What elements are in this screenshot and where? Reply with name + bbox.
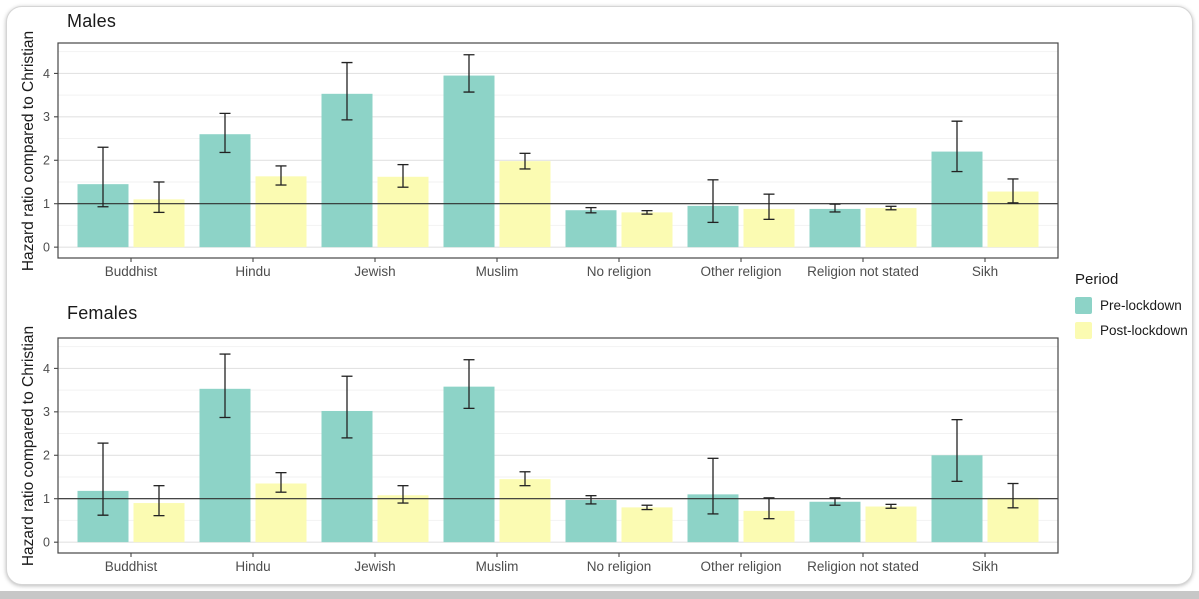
x-tick-label: Religion not stated <box>807 559 919 574</box>
x-tick-label: Sikh <box>972 264 998 279</box>
x-tick-label: Sikh <box>972 559 998 574</box>
panel-border <box>57 337 1059 554</box>
legend-label: Pre-lockdown <box>1100 298 1182 313</box>
facet-title-males: Males <box>67 11 117 31</box>
bar-post-lockdown <box>621 212 673 248</box>
bar-post-lockdown <box>865 506 917 543</box>
legend-item-post-lockdown: Post-lockdown <box>1075 322 1192 339</box>
bar-pre-lockdown <box>565 210 617 248</box>
x-tick-label: Hindu <box>235 559 270 574</box>
x-tick-label: Buddhist <box>105 559 158 574</box>
bar-pre-lockdown <box>809 501 861 543</box>
x-tick-label: Religion not stated <box>807 264 919 279</box>
post-lockdown-swatch <box>1075 322 1092 339</box>
legend: Period Pre-lockdown Post-lockdown <box>1075 271 1192 347</box>
x-tick-label: Muslim <box>476 264 519 279</box>
x-tick-label: No religion <box>587 559 652 574</box>
bar-post-lockdown <box>255 176 307 248</box>
y-tick-label: 4 <box>43 362 50 376</box>
y-tick-label: 0 <box>43 536 50 550</box>
x-tick-label: Jewish <box>354 559 395 574</box>
legend-item-pre-lockdown: Pre-lockdown <box>1075 297 1192 314</box>
y-tick-label: 3 <box>43 405 50 419</box>
y-tick-label: 0 <box>43 241 50 255</box>
chart-card: 0 1 2 3 4 Buddhist Hindu Jewish Muslim No religio… <box>6 6 1193 585</box>
x-tick-label: Muslim <box>476 559 519 574</box>
bar-pre-lockdown <box>443 386 495 543</box>
y-tick-label: 2 <box>43 449 50 463</box>
y-tick-label: 4 <box>43 67 50 81</box>
bar-pre-lockdown <box>809 208 861 248</box>
bar-pre-lockdown <box>565 500 617 543</box>
bar-pre-lockdown <box>443 75 495 248</box>
x-tick-label: Buddhist <box>105 264 158 279</box>
panel-border <box>57 42 1059 259</box>
x-tick-label: Other religion <box>700 264 781 279</box>
facet-title-females: Females <box>67 303 138 323</box>
page-bottom-strip <box>0 591 1199 599</box>
bar-post-lockdown <box>621 507 673 543</box>
pre-lockdown-swatch <box>1075 297 1092 314</box>
bar-post-lockdown <box>255 483 307 543</box>
y-axis-label-males: Hazard ratio compared to Christian <box>20 30 37 272</box>
y-tick-label: 1 <box>43 492 50 506</box>
y-tick-label: 3 <box>43 110 50 124</box>
x-tick-label: Other religion <box>700 559 781 574</box>
x-tick-label: No religion <box>587 264 652 279</box>
faceted-bar-chart: 0 1 2 3 4 Buddhist Hindu Jewish Muslim No religio… <box>43 42 1059 574</box>
x-tick-label: Jewish <box>354 264 395 279</box>
bar-post-lockdown <box>865 208 917 248</box>
y-tick-label: 1 <box>43 197 50 211</box>
y-tick-label: 2 <box>43 154 50 168</box>
y-axis-label-females: Hazard ratio compared to Christian <box>20 325 37 567</box>
bar-post-lockdown <box>499 479 551 543</box>
legend-title: Period <box>1075 271 1119 288</box>
x-tick-label: Hindu <box>235 264 270 279</box>
legend-label: Post-lockdown <box>1100 323 1188 338</box>
bar-post-lockdown <box>377 176 429 248</box>
